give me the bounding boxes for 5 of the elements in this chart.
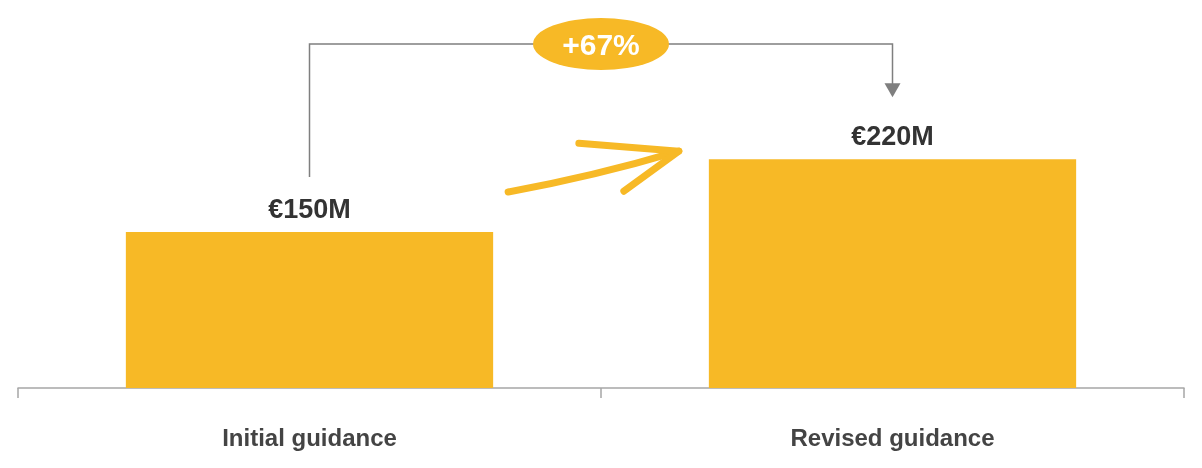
data-label: €220M: [851, 120, 934, 151]
x-tick-label: Revised guidance: [790, 423, 995, 451]
text: +67%: [562, 28, 640, 61]
data-label: €150M: [268, 193, 351, 224]
x-tick-label: Initial guidance: [222, 423, 397, 451]
